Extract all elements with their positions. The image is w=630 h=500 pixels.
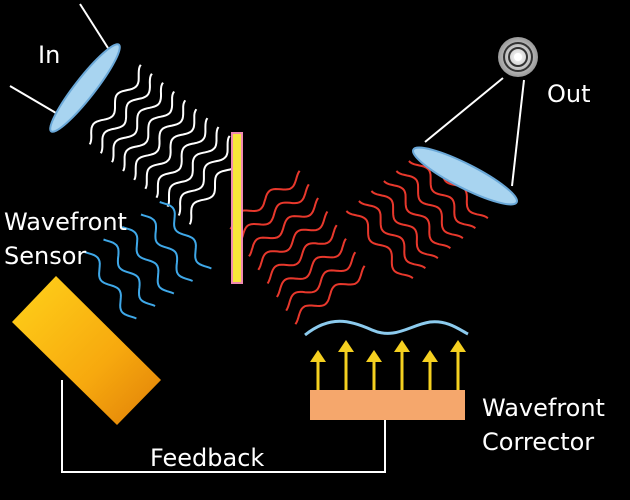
wavefront (345, 210, 414, 280)
output-ray (424, 77, 504, 143)
wavefront-sensor (12, 276, 161, 425)
label-out: Out (547, 80, 591, 108)
actuator-arrow-head (422, 350, 438, 362)
wavefront (177, 135, 231, 216)
wavefront (408, 160, 476, 230)
wavefront (159, 201, 212, 270)
wavefront-corrector (310, 390, 465, 420)
wavefront (370, 190, 439, 260)
label-sensor: Wavefront (4, 208, 127, 236)
wavefront (285, 251, 357, 312)
wavefront (276, 238, 347, 298)
input-lens (49, 43, 121, 133)
wavefront (84, 251, 137, 320)
wavefront (140, 213, 193, 282)
wavefront (248, 197, 319, 257)
actuator-arrow-head (450, 340, 466, 352)
corrected-wave (304, 319, 469, 337)
actuator-arrow-head (310, 350, 326, 362)
beam-splitter (231, 132, 243, 284)
wavefront (358, 200, 426, 270)
wavefront (238, 183, 310, 244)
wavefront (133, 99, 187, 181)
input-ray (9, 85, 57, 114)
actuator-arrow-head (394, 340, 410, 352)
output-ray (511, 79, 525, 187)
wavefront (88, 64, 142, 145)
wavefront (294, 265, 366, 325)
wavefront (257, 210, 329, 271)
label-sensor: Sensor (4, 242, 86, 270)
actuator-arrow-head (338, 340, 354, 352)
wavefront (122, 90, 175, 172)
wavefront (166, 126, 220, 207)
waves (84, 64, 489, 325)
output-lens (412, 146, 518, 206)
wavefront (103, 238, 156, 307)
wavefront (266, 224, 338, 285)
wavefront (155, 117, 209, 199)
wavefront (395, 170, 464, 240)
input-ray (79, 3, 109, 49)
wavefront (383, 180, 451, 250)
label-corrector: Corrector (482, 428, 594, 456)
label-corrector: Wavefront (482, 394, 605, 422)
wavefront (111, 82, 164, 163)
actuators (310, 340, 466, 390)
wavefront (99, 73, 153, 154)
feedback-line (61, 380, 386, 473)
wavefront (144, 108, 198, 190)
focus-spot (498, 37, 538, 77)
label-feedback: Feedback (150, 444, 264, 472)
wavefront (121, 226, 175, 295)
actuator-arrow-head (366, 350, 382, 362)
label-in: In (38, 41, 60, 69)
